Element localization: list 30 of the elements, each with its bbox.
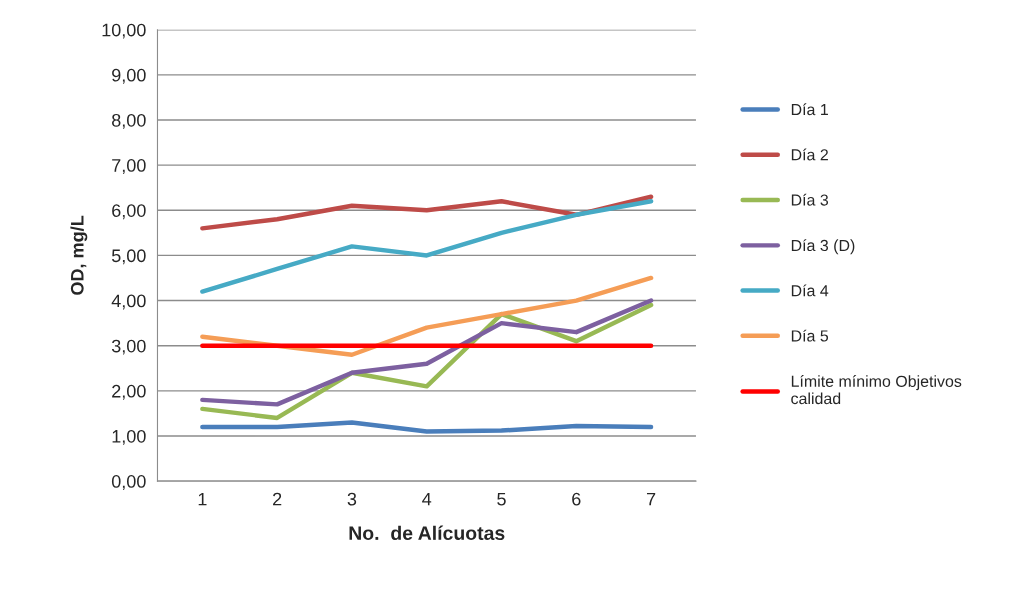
legend-label: Día 3 (D) [791, 239, 855, 255]
legend-label: Día 3 [791, 193, 829, 206]
legend-label: Límite mínimo Objetivos calidad [791, 375, 962, 405]
y-tick-label: 4,00 [111, 294, 146, 310]
x-tick-label: 6 [572, 492, 581, 506]
line-series [200, 194, 654, 231]
x-tick-label: 5 [497, 492, 506, 506]
y-tick-label: 8,00 [112, 113, 146, 129]
y-tick-label: 7,00 [112, 159, 146, 174]
y-tick-label: 10,00 [102, 23, 146, 39]
legend-label: Día 2 [791, 148, 828, 161]
line-series [200, 199, 654, 294]
x-tick-label: 7 [646, 492, 656, 506]
legend-label: Día 4 [791, 284, 829, 297]
x-tick-label: 2 [273, 492, 282, 506]
x-tick-label: 1 [198, 492, 207, 506]
y-tick-label: 6,00 [112, 204, 146, 220]
legend-label: Día 5 [791, 329, 829, 342]
line-series [200, 420, 654, 434]
x-tick-label: 3 [347, 492, 357, 506]
x-tick-label: 4 [422, 492, 432, 506]
y-tick-label: 9,00 [112, 68, 146, 84]
y-tick-label: 5,00 [111, 249, 146, 265]
y-tick-label: 2,00 [112, 384, 146, 400]
y-tick-label: 1,00 [112, 429, 146, 445]
y-axis-title: OD, mg/L [70, 215, 88, 295]
y-tick-label: 3,00 [111, 339, 146, 355]
x-axis-title: No. de Alícuotas [349, 525, 505, 541]
legend-label: Día 1 [791, 103, 828, 116]
y-tick-label: 0,00 [111, 475, 146, 490]
